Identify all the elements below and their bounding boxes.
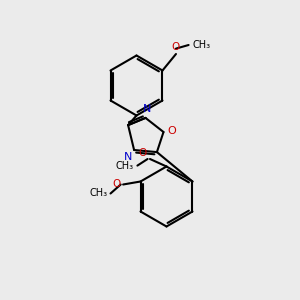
Text: O: O <box>172 43 180 52</box>
Text: CH₃: CH₃ <box>89 188 107 199</box>
Text: CH₃: CH₃ <box>193 40 211 50</box>
Text: O: O <box>139 148 147 158</box>
Text: N: N <box>143 104 151 114</box>
Text: O: O <box>167 125 176 136</box>
Text: CH₃: CH₃ <box>116 160 134 171</box>
Text: N: N <box>124 152 133 161</box>
Text: O: O <box>112 179 121 189</box>
